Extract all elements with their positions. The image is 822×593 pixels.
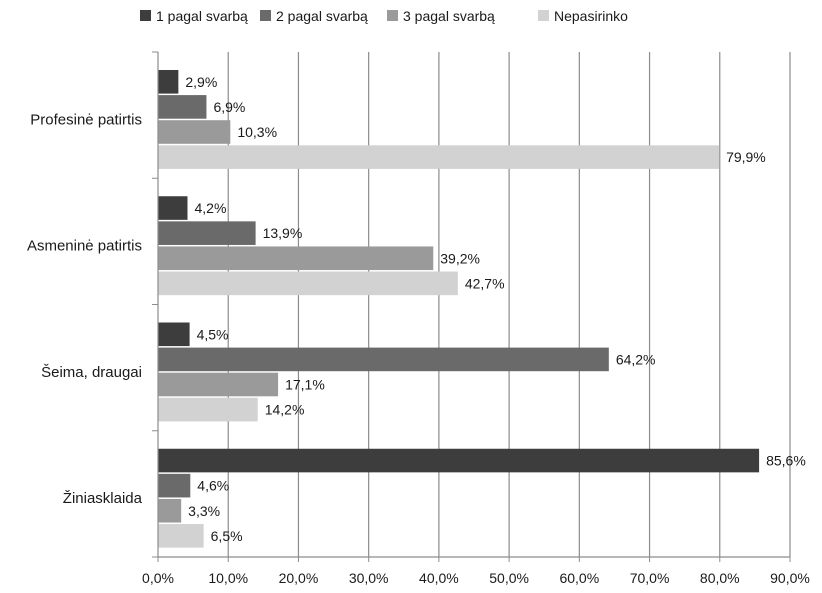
bar (158, 473, 191, 498)
data-label: 42,7% (465, 275, 505, 291)
x-axis-ticks: 0,0% 10,0% 20,0% 30,0% 40,0% 50,0% 60,0% 70,0% 8… (142, 557, 810, 586)
bar (158, 120, 231, 144)
bar (158, 95, 207, 119)
data-label: 3,3% (188, 503, 220, 519)
bar (158, 397, 258, 422)
data-label: 14,2% (265, 402, 305, 418)
x-tick-label: 70,0% (630, 570, 670, 586)
bar (158, 196, 188, 220)
x-tick-label: 10,0% (208, 570, 248, 586)
category-label: Asmeninė patirtis (27, 238, 142, 255)
legend-label: 2 pagal svarbą (276, 8, 368, 24)
bar (158, 498, 182, 523)
legend-swatch (140, 10, 151, 21)
legend-swatch (260, 10, 271, 21)
bar (158, 271, 458, 296)
legend-swatch (538, 10, 549, 21)
x-tick-label: 90,0% (770, 570, 810, 586)
x-tick-label: 80,0% (700, 570, 740, 586)
bars (158, 70, 760, 548)
bar (158, 246, 434, 271)
category-labels: Profesinė patirtis Asmeninė patirtis Šeima… (27, 111, 143, 507)
legend: 1 pagal svarbą 2 pagal svarbą 3 pagal svar… (140, 8, 628, 24)
data-label: 4,2% (194, 200, 226, 216)
data-label: 85,6% (766, 453, 806, 469)
bar (158, 372, 279, 397)
bar (158, 70, 179, 94)
x-tick-label: 40,0% (419, 570, 459, 586)
data-label: 2,9% (185, 74, 217, 90)
data-label: 39,2% (440, 250, 480, 266)
data-label: 17,1% (285, 377, 325, 393)
x-tick-label: 60,0% (559, 570, 599, 586)
legend-label: 3 pagal svarbą (403, 8, 495, 24)
bar (158, 347, 609, 372)
data-labels: 2,9% 6,9% 10,3% 79,9% 4,2% 13,9% 39,2% 42,7% 4,5… (185, 74, 805, 544)
bar (158, 145, 720, 169)
data-label: 64,2% (616, 351, 656, 367)
bar (158, 221, 256, 245)
category-label: Profesinė patirtis (30, 111, 142, 128)
legend-label: 1 pagal svarbą (156, 8, 248, 24)
x-tick-label: 30,0% (349, 570, 389, 586)
x-tick-label: 20,0% (279, 570, 319, 586)
bar (158, 322, 190, 347)
data-label: 6,5% (211, 528, 243, 544)
data-label: 79,9% (726, 149, 766, 165)
x-tick-label: 50,0% (489, 570, 529, 586)
bar (158, 448, 760, 473)
data-label: 6,9% (213, 99, 245, 115)
data-label: 13,9% (263, 225, 303, 241)
data-label: 10,3% (237, 124, 277, 140)
legend-label: Nepasirinko (554, 8, 628, 24)
category-label: Šeima, draugai (41, 364, 142, 381)
category-label: Žiniasklaida (63, 490, 143, 507)
axes (152, 51, 790, 558)
bar (158, 524, 204, 548)
gridlines (227, 52, 791, 557)
data-label: 4,6% (197, 478, 229, 494)
legend-swatch (387, 10, 398, 21)
data-label: 4,5% (197, 326, 229, 342)
x-tick-label: 0,0% (142, 570, 174, 586)
